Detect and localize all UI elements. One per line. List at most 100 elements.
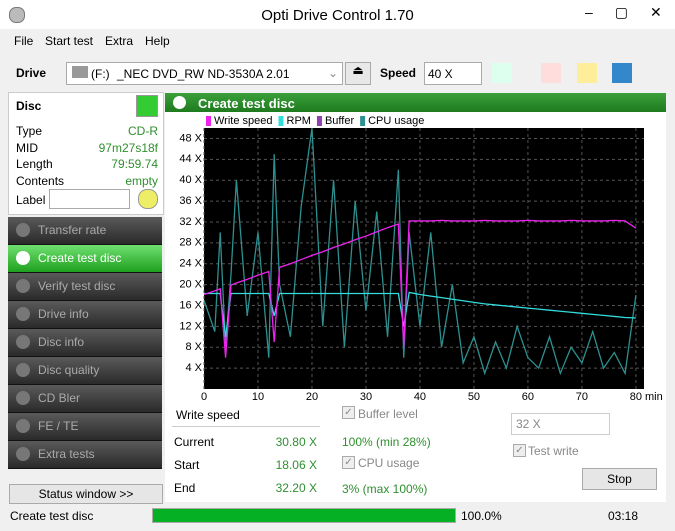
legend-swatch: [360, 116, 366, 126]
series-line: [203, 219, 637, 358]
disc-refresh[interactable]: [136, 95, 158, 117]
y-tick-label: 4 X: [185, 362, 202, 374]
x-tick-label: 30: [360, 391, 372, 402]
chart: 4 X 8 X 12 X 16 X 20 X 24 X 28 X 32 X 36 X 40 X 44…: [165, 112, 666, 402]
drive-select[interactable]: [66, 62, 343, 85]
y-tick-label: 32 X: [179, 216, 202, 228]
y-tick-label: 48 X: [179, 132, 202, 144]
refresh-button[interactable]: [492, 63, 512, 83]
nav-icon: [16, 363, 30, 377]
disc-field-label: Length: [16, 157, 53, 171]
disc-field-value: empty: [125, 173, 158, 188]
disc-field-value: 79:59.74: [111, 157, 158, 171]
legend-label: Write speed: [214, 115, 273, 127]
nav-icon: [16, 251, 30, 265]
y-tick-label: 44 X: [179, 153, 202, 165]
nav-label: Drive info: [38, 307, 89, 321]
status-window-button[interactable]: Status window >>: [9, 484, 163, 504]
label-caption: Label: [16, 193, 46, 207]
y-tick-label: 16 X: [179, 299, 202, 311]
nav-icon: [16, 335, 30, 349]
label-button[interactable]: [138, 189, 158, 209]
buffer-checkbox[interactable]: ✓: [342, 406, 355, 419]
stats-heading: Write speed: [176, 408, 240, 422]
y-tick-label: 24 X: [179, 258, 202, 270]
nav-label: Create test disc: [38, 251, 122, 265]
nav-button[interactable]: Drive info: [8, 301, 162, 329]
disc-field-value: CD-R: [128, 124, 158, 138]
save-button[interactable]: [612, 63, 632, 83]
x-tick-label: 60: [522, 391, 534, 402]
x-axis-label: min: [645, 391, 663, 402]
nav-icon: [16, 447, 30, 461]
app-icon: [9, 7, 25, 23]
legend-swatch: [278, 116, 284, 126]
progress-bar: [153, 509, 455, 522]
series-line: [204, 291, 636, 337]
speed-select[interactable]: [424, 62, 482, 85]
disc-field-label: MID: [16, 140, 38, 155]
nav-label: Extra tests: [38, 447, 95, 461]
legend-label: CPU usage: [368, 115, 424, 127]
eject-button[interactable]: ⏏: [345, 62, 371, 85]
cpu-label: CPU usage: [358, 456, 420, 470]
nav-button[interactable]: Transfer rate: [8, 217, 162, 245]
disc-field-label: Contents: [16, 173, 65, 188]
buffer-value: 100% (min 28%): [342, 435, 431, 449]
menu-item[interactable]: File: [14, 34, 34, 48]
y-tick-label: 20 X: [179, 279, 202, 291]
x-tick-label: 50: [468, 391, 480, 402]
nav-label: Transfer rate: [38, 223, 107, 237]
nav-icon: [16, 307, 30, 321]
stat-label: End: [174, 481, 196, 495]
nav-label: Disc info: [38, 335, 85, 349]
nav-icon: [16, 223, 30, 237]
legend-swatch: [316, 116, 322, 126]
legend-swatch: [206, 116, 211, 126]
stop-button[interactable]: Stop: [582, 468, 657, 490]
x-tick-label: 20: [306, 391, 318, 402]
cpu-checkbox[interactable]: ✓: [342, 456, 355, 469]
legend-label: Buffer: [325, 115, 354, 127]
window-controls[interactable]: –▢✕: [585, 4, 675, 20]
panel-header: [165, 93, 666, 112]
cpu-value: 3% (max 100%): [342, 482, 428, 496]
menu-item[interactable]: Extra: [105, 34, 134, 48]
nav-button[interactable]: Disc info: [8, 329, 162, 357]
panel-title: Create test disc: [198, 96, 295, 111]
nav-label: CD Bler: [38, 391, 81, 405]
drive-icon: [72, 66, 88, 78]
y-tick-label: 8 X: [185, 341, 202, 353]
settings-button[interactable]: [577, 63, 597, 83]
nav-button[interactable]: FE / TE: [8, 413, 162, 441]
nav-button[interactable]: CD Bler: [8, 385, 162, 413]
write-speed-select[interactable]: [511, 413, 610, 435]
menu-item[interactable]: Start test: [45, 34, 94, 48]
progress-label: 100.0%: [461, 509, 502, 523]
stat-label: Start: [174, 458, 200, 472]
erase-button[interactable]: [541, 63, 561, 83]
nav-button[interactable]: Extra tests: [8, 441, 162, 469]
nav-icon: [16, 279, 30, 293]
dropdown-arrow: ⌄: [328, 66, 339, 80]
plot-area: [204, 128, 644, 389]
nav-button[interactable]: Disc quality: [8, 357, 162, 385]
nav-icon: [16, 391, 30, 405]
label-input[interactable]: [49, 189, 130, 209]
separator: [172, 426, 320, 427]
nav-label: FE / TE: [38, 419, 79, 433]
stat-value: 32.20 X: [275, 481, 317, 495]
title-bar: [0, 0, 675, 29]
write-speed-value: 32 X: [516, 417, 541, 431]
drive-name: _NEC DVD_RW ND-3530A 2.01: [117, 67, 290, 81]
stat-value: 30.80 X: [275, 435, 317, 449]
nav-button[interactable]: Create test disc: [8, 245, 162, 273]
test-write-checkbox[interactable]: ✓: [513, 444, 526, 457]
status-text: Create test disc: [10, 509, 94, 523]
menu-item[interactable]: Help: [145, 34, 170, 48]
x-tick-label: 80: [630, 391, 642, 402]
x-tick-label: 70: [576, 391, 588, 402]
panel-icon: [173, 96, 186, 109]
disc-title: Disc: [16, 99, 42, 113]
nav-button[interactable]: Verify test disc: [8, 273, 162, 301]
